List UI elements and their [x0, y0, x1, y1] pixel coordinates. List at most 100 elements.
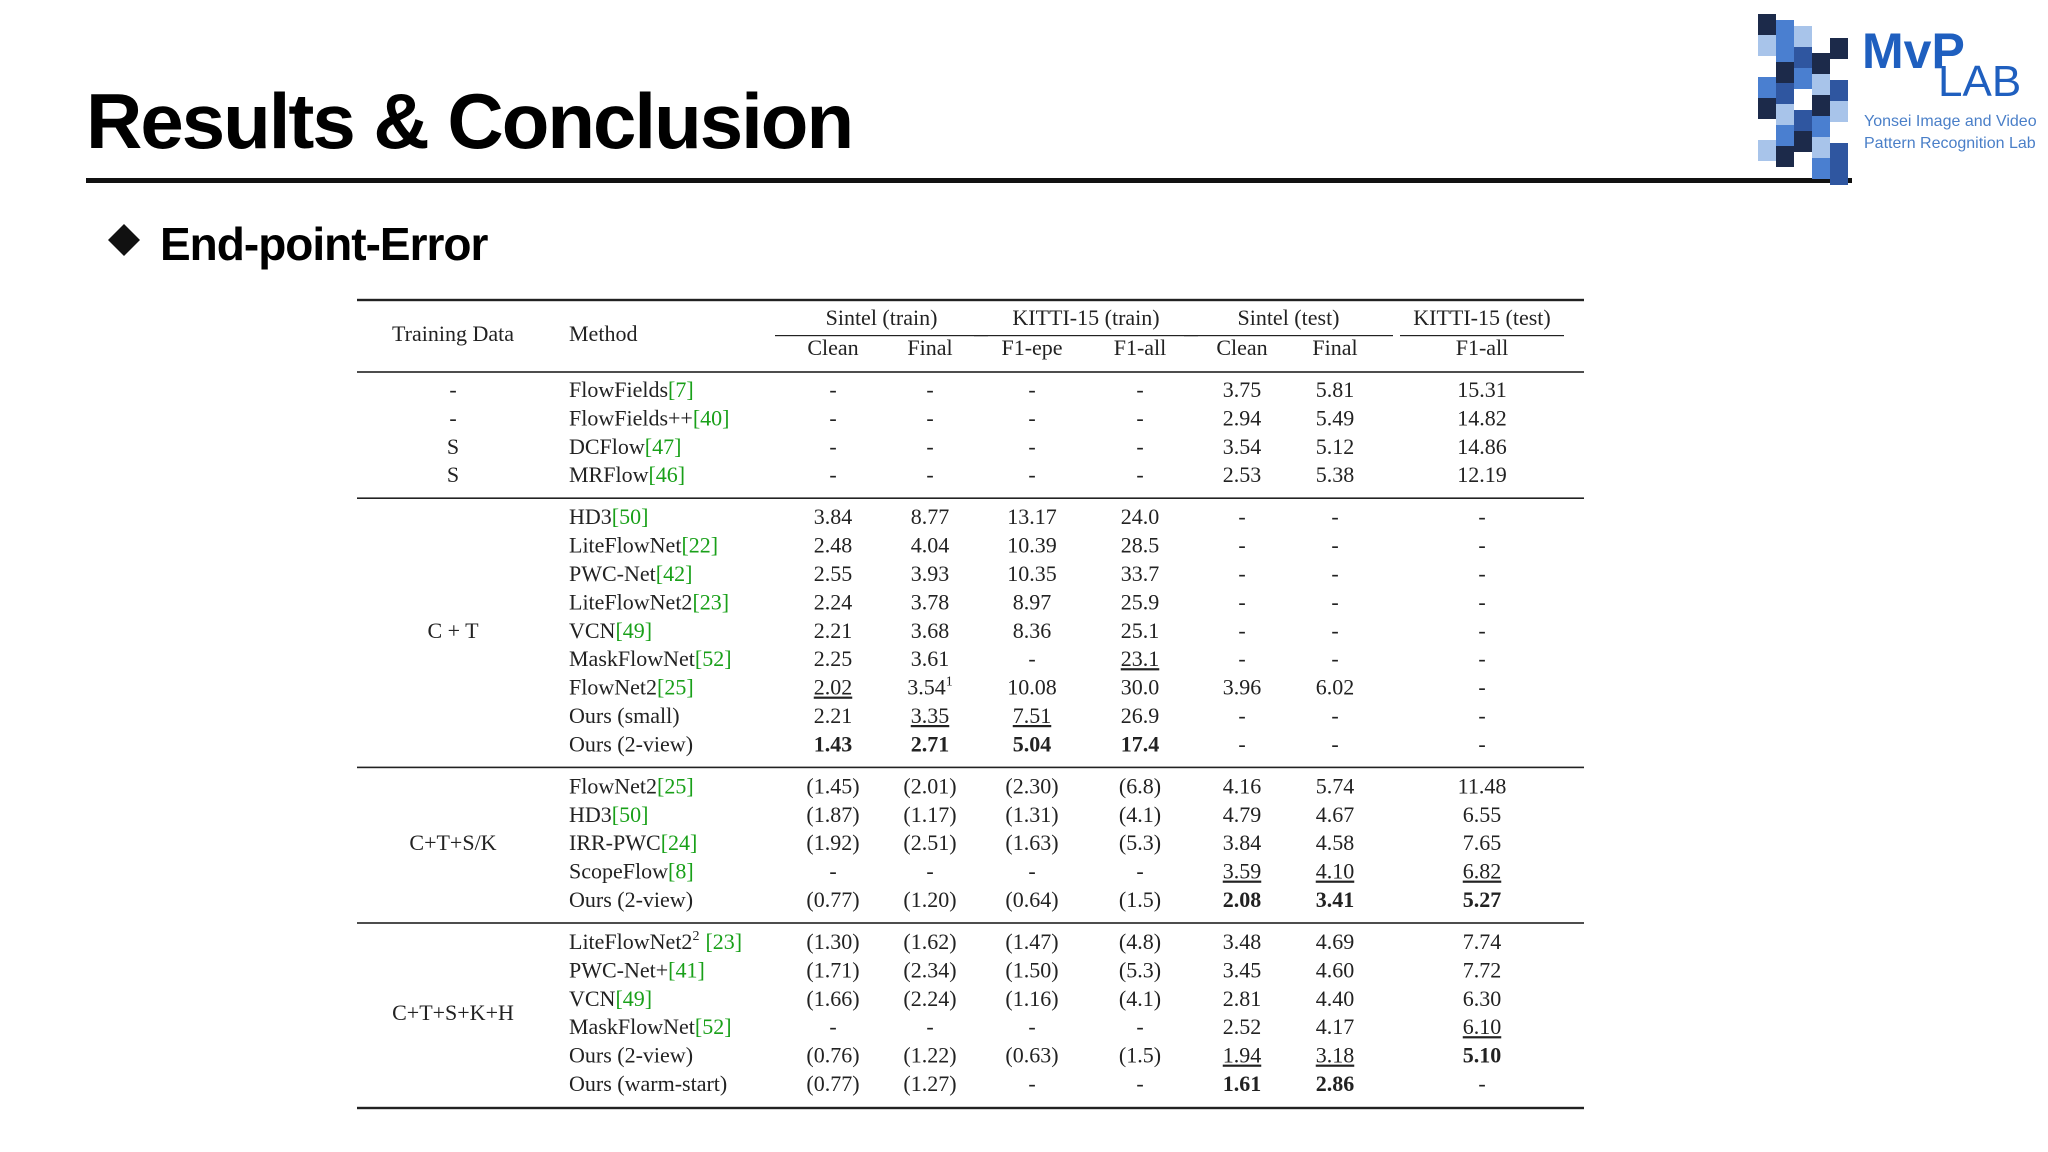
cell: (1.16): [1005, 986, 1058, 1011]
cell-value: -: [1331, 533, 1338, 558]
cell: 3.541: [907, 674, 953, 699]
cell-value: 8.97: [1013, 589, 1052, 614]
cell: -: [1478, 533, 1485, 558]
cell-value: 2.08: [1223, 887, 1262, 912]
cell: (5.3): [1119, 957, 1161, 982]
cell-value: (1.22): [903, 1043, 956, 1068]
method: LiteFlowNet22 [23]: [569, 929, 742, 954]
method: IRR-PWC[24]: [569, 830, 697, 855]
cell-value: 4.60: [1316, 957, 1355, 982]
cell-value: -: [1136, 462, 1143, 487]
citation: [41]: [668, 957, 705, 982]
cell: 6.02: [1316, 675, 1355, 700]
cell: 2.21: [814, 618, 853, 643]
cell: 25.1: [1121, 618, 1160, 643]
method-name: FlowNet2: [569, 773, 657, 798]
logo-tile: [1758, 98, 1776, 119]
cell: 3.84: [1223, 830, 1262, 855]
logo-tile: [1758, 140, 1776, 161]
cell-value: (4.1): [1119, 802, 1161, 827]
cell: 5.27: [1463, 887, 1502, 912]
group-underline: [974, 335, 1198, 337]
column-header: F1-epe: [1001, 335, 1062, 360]
cell: (1.20): [903, 887, 956, 912]
method-name: LiteFlowNet: [569, 533, 681, 558]
cell-value: (0.77): [806, 887, 859, 912]
cell-value: -: [926, 405, 933, 430]
cell: (4.8): [1119, 929, 1161, 954]
cell-value: 4.17: [1316, 1014, 1355, 1039]
cell-value: -: [829, 462, 836, 487]
cell-value: 3.78: [911, 589, 950, 614]
logo-tile: [1812, 95, 1830, 116]
cell: 12.19: [1457, 462, 1507, 487]
cell-value: 5.49: [1316, 405, 1355, 430]
logo-tile: [1758, 56, 1776, 77]
cell-value: 2.24: [814, 589, 853, 614]
cell: -: [1331, 561, 1338, 586]
cell: 3.68: [911, 618, 950, 643]
cell: 25.9: [1121, 589, 1160, 614]
cell-value: -: [1028, 859, 1035, 884]
cell-value: -: [1136, 859, 1143, 884]
cell: -: [1028, 859, 1035, 884]
cell-value: -: [1478, 731, 1485, 756]
training-data: S: [447, 434, 459, 459]
cell-value: (1.45): [806, 773, 859, 798]
cell: -: [1238, 646, 1245, 671]
logo-tile: [1794, 152, 1812, 173]
cell-value: (4.1): [1119, 986, 1161, 1011]
cell-value: 4.16: [1223, 773, 1262, 798]
logo-tile: [1830, 59, 1848, 80]
method: VCN[49]: [569, 618, 652, 643]
logo-tile: [1776, 41, 1794, 62]
cell: -: [1238, 703, 1245, 728]
cell: 4.60: [1316, 957, 1355, 982]
cell: 2.08: [1223, 887, 1262, 912]
method-name: HD3: [569, 504, 612, 529]
training-data: -: [449, 377, 456, 402]
cell: -: [829, 405, 836, 430]
cell-value: 2.25: [814, 646, 853, 671]
cell: 3.93: [911, 561, 950, 586]
cell-value: 2.86: [1316, 1071, 1355, 1096]
cell-value: (1.62): [903, 929, 956, 954]
logo-tile: [1812, 116, 1830, 137]
logo-tile: [1776, 104, 1794, 125]
cell: -: [1331, 646, 1338, 671]
cell-value: -: [926, 434, 933, 459]
cell-value: 23.1: [1121, 646, 1160, 671]
cell: (1.31): [1005, 802, 1058, 827]
method-name: LiteFlowNet2: [569, 929, 692, 954]
cell: 5.81: [1316, 377, 1355, 402]
cell-value: 5.27: [1463, 887, 1502, 912]
cell-value: 3.54: [907, 675, 946, 700]
cell-value: 1.43: [814, 731, 853, 756]
cell-value: -: [1478, 533, 1485, 558]
method-name: Ours (small): [569, 703, 680, 728]
cell: -: [926, 462, 933, 487]
training-data: -: [449, 405, 456, 430]
cell: -: [926, 377, 933, 402]
cell: (2.24): [903, 986, 956, 1011]
cell: 6.82: [1463, 859, 1502, 884]
citation: [50]: [612, 504, 649, 529]
logo-tile: [1830, 38, 1848, 59]
column-header: Final: [907, 335, 952, 360]
cell: -: [1331, 589, 1338, 614]
cell-value: 2.81: [1223, 986, 1262, 1011]
cell: 1.61: [1223, 1071, 1262, 1096]
method-name: MaskFlowNet: [569, 646, 695, 671]
method-name: Ours (warm-start): [569, 1071, 727, 1096]
cell-value: 5.74: [1316, 773, 1355, 798]
cell: (0.76): [806, 1043, 859, 1068]
cell: 7.51: [1013, 703, 1052, 728]
cell-value: 4.79: [1223, 802, 1262, 827]
cell: (2.34): [903, 957, 956, 982]
method: VCN[49]: [569, 986, 652, 1011]
cell: 14.82: [1457, 405, 1507, 430]
cell: -: [926, 1014, 933, 1039]
cell-value: 1.94: [1223, 1043, 1262, 1068]
cell: (1.17): [903, 802, 956, 827]
cell-value: 6.82: [1463, 859, 1502, 884]
